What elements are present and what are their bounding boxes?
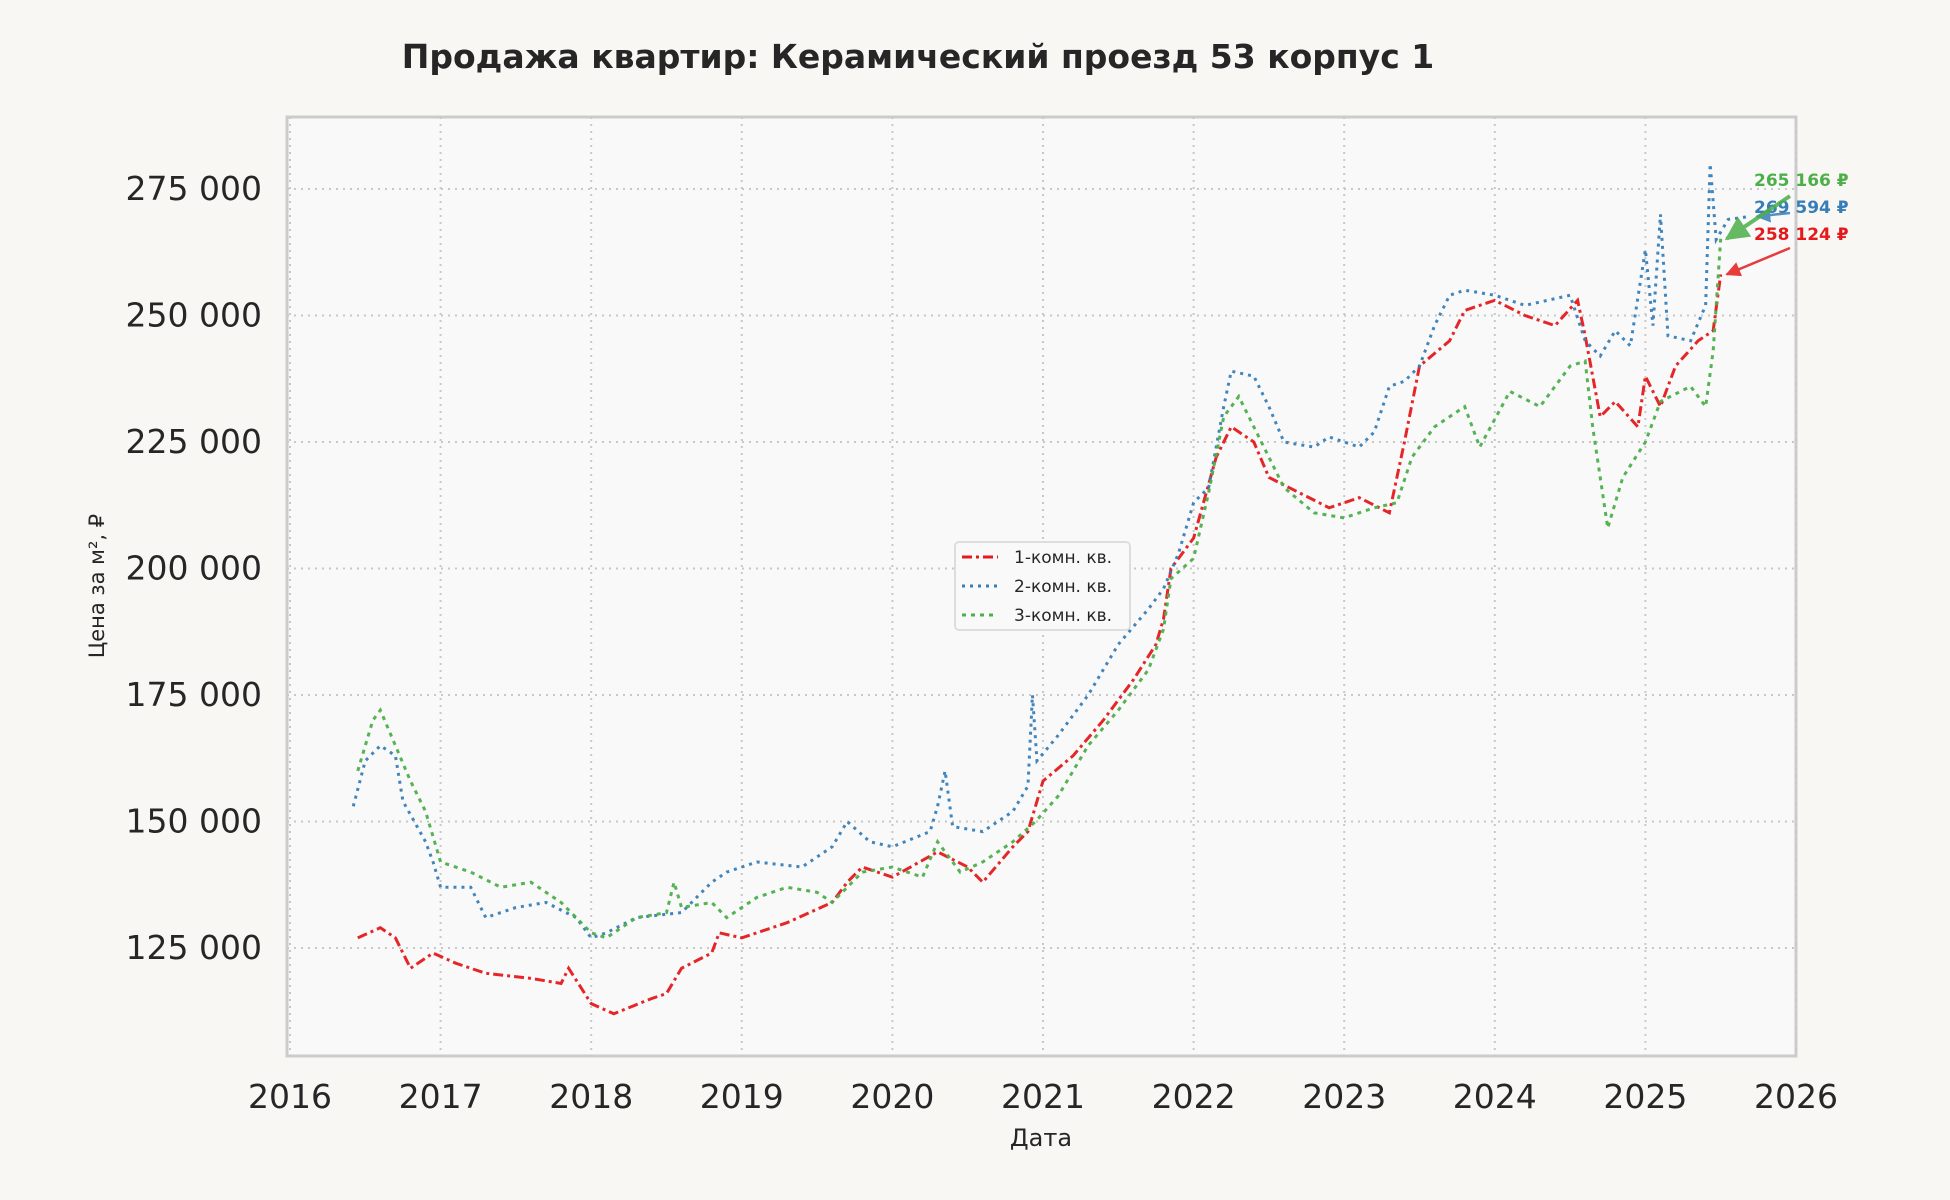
x-tick-label: 2021	[1001, 1077, 1085, 1116]
x-tick-label: 2025	[1603, 1077, 1687, 1116]
legend-box	[954, 541, 1131, 631]
chart-title: Продажа квартир: Керамический проезд 53 …	[402, 37, 1434, 76]
annotation-arrow	[1725, 246, 1791, 277]
last-value-label: 265 166 ₽	[1754, 171, 1849, 191]
x-tick-label: 2018	[549, 1077, 633, 1116]
legend-entry: 3-комн. кв.	[1014, 606, 1112, 626]
y-tick-label: 200 000	[126, 549, 262, 588]
annotation-arrow	[1724, 194, 1792, 241]
legend-entry: 1-комн. кв.	[1014, 548, 1112, 568]
x-tick-label: 2020	[850, 1077, 934, 1116]
x-tick-label: 2019	[700, 1077, 784, 1116]
legend: 1-комн. кв. 2-комн. кв. 3-комн. кв.	[954, 541, 1131, 631]
x-tick-label: 2016	[248, 1077, 332, 1116]
y-tick-label: 125 000	[126, 928, 262, 967]
y-axis-label: Цена за м², ₽	[85, 514, 109, 658]
x-tick-label: 2017	[399, 1077, 483, 1116]
last-value-label: 258 124 ₽	[1754, 225, 1849, 245]
y-tick-label: 175 000	[126, 675, 262, 714]
x-axis-label: Дата	[1010, 1124, 1072, 1152]
series-line-1	[357, 274, 1723, 1016]
x-tick-label: 2024	[1453, 1077, 1537, 1116]
y-tick-label: 250 000	[126, 296, 262, 335]
y-tick-label: 225 000	[126, 422, 262, 461]
x-tick-label: 2022	[1152, 1077, 1236, 1116]
x-tick-label: 2026	[1754, 1077, 1838, 1116]
legend-entry: 2-комн. кв.	[1014, 577, 1112, 597]
y-tick-label: 275 000	[126, 169, 262, 208]
x-tick-label: 2023	[1302, 1077, 1386, 1116]
last-value-label: 269 594 ₽	[1754, 198, 1849, 218]
y-tick-label: 150 000	[126, 802, 262, 841]
